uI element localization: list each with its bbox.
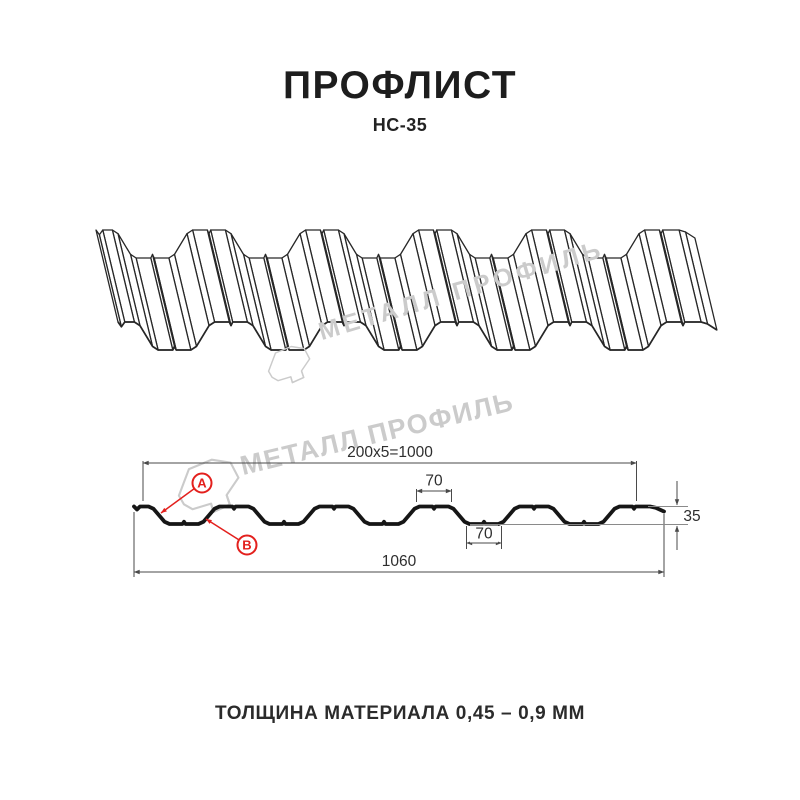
corner-markers: АВ (160, 472, 258, 556)
metal-profil-logo-icon (267, 345, 311, 384)
dimension-labels: 200x5=1000 70 70 1060 35 (347, 444, 701, 570)
dim-total-width: 1060 (382, 553, 417, 570)
profile-code: НС-35 (372, 115, 428, 135)
marker-a: А (197, 476, 207, 491)
page-title: ПРОФЛИСТ (282, 64, 518, 107)
dim-flange-bottom: 70 (475, 526, 493, 543)
dimensions (133, 460, 688, 577)
dim-flange-top: 70 (425, 473, 443, 490)
sheet-3d-near-edge (117, 321, 718, 351)
profile-outline (132, 504, 666, 526)
dim-height: 35 (683, 508, 700, 525)
material-thickness-note: ТОЛЩИНА МАТЕРИАЛА 0,45 – 0,9 ММ (214, 703, 586, 724)
dim-width-top: 200x5=1000 (347, 444, 433, 461)
marker-b: В (242, 538, 251, 553)
